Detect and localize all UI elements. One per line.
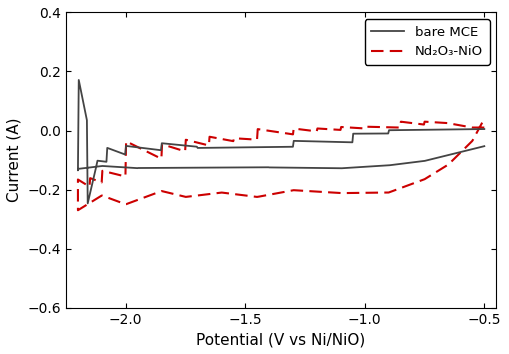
Nd₂O₃-NiO: [75, 208, 81, 212]
Legend: bare MCE, Nd₂O₃-NiO: bare MCE, Nd₂O₃-NiO: [365, 19, 490, 65]
Nd₂O₃-NiO: [481, 116, 487, 121]
Nd₂O₃-NiO: [113, 199, 119, 203]
Nd₂O₃-NiO: [128, 142, 134, 146]
Nd₂O₃-NiO: [96, 195, 102, 199]
Nd₂O₃-NiO: [481, 125, 487, 130]
bare MCE: [304, 166, 310, 170]
bare MCE: [481, 127, 487, 131]
bare MCE: [84, 201, 91, 206]
bare MCE: [481, 144, 487, 148]
Nd₂O₃-NiO: [344, 125, 350, 130]
bare MCE: [228, 165, 234, 170]
bare MCE: [76, 78, 82, 82]
Nd₂O₃-NiO: [207, 135, 213, 139]
Line: bare MCE: bare MCE: [78, 80, 484, 204]
bare MCE: [123, 144, 129, 148]
bare MCE: [398, 128, 404, 132]
Nd₂O₃-NiO: [374, 125, 380, 129]
Y-axis label: Current (A): Current (A): [7, 118, 22, 202]
bare MCE: [152, 147, 158, 152]
X-axis label: Potential (V vs Ni/NiO): Potential (V vs Ni/NiO): [196, 332, 366, 347]
Line: Nd₂O₃-NiO: Nd₂O₃-NiO: [78, 119, 484, 210]
bare MCE: [319, 166, 325, 170]
